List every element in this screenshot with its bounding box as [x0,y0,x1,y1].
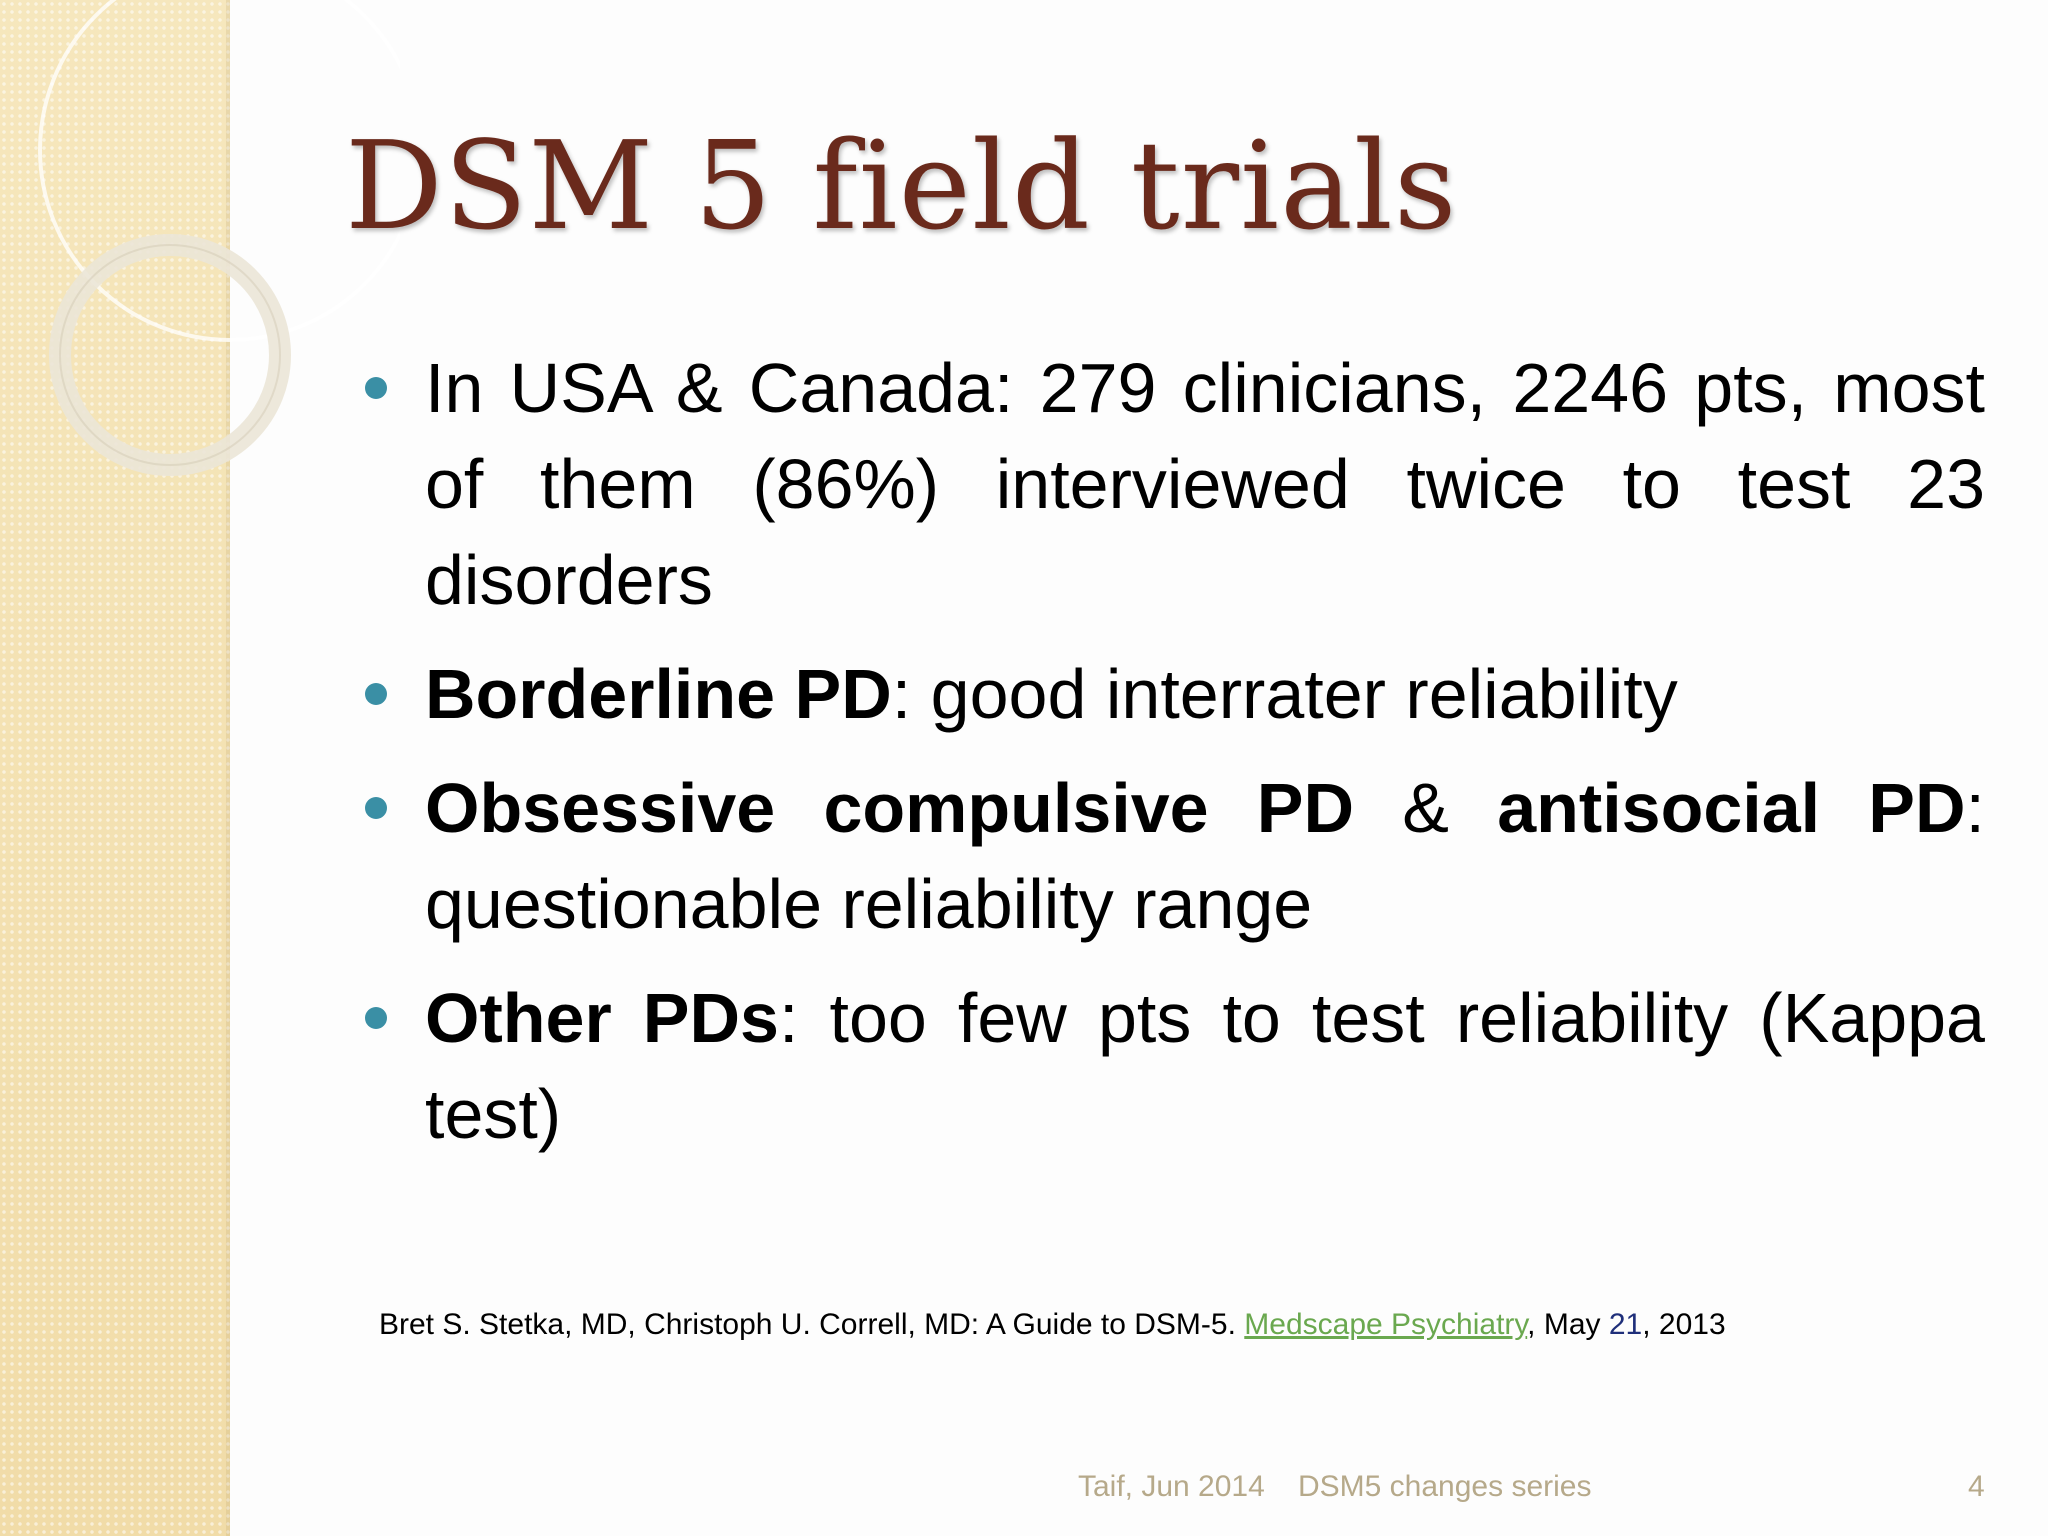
slide-number: 4 [1968,1470,1985,1503]
footer-date: Taif, Jun 2014 [1078,1470,1265,1503]
bullet-text: In USA & Canada: 279 clinicians, 2246 pt… [425,349,1985,619]
bullet-list: In USA & Canada: 279 clinicians, 2246 pt… [365,340,1985,1180]
bullet-dot-icon [365,683,387,705]
bullet-item: Borderline PD: good interrater reliabili… [365,646,1985,742]
bullet-item: Other PDs: too few pts to test reliabili… [365,970,1985,1162]
bullet-dot-icon [365,797,387,819]
bullet-item: In USA & Canada: 279 clinicians, 2246 pt… [365,340,1985,628]
slide-title: DSM 5 field trials [345,115,1458,257]
bullet-bold-term: Borderline PD [425,655,892,733]
bullet-dot-icon [365,377,387,399]
reference-year: , 2013 [1642,1308,1726,1341]
reference-link[interactable]: Medscape Psychiatry [1244,1308,1528,1341]
bullet-bold-term: Other PDs [425,979,779,1057]
bullet-connector: & [1354,769,1498,847]
reference-citation: Bret S. Stetka, MD, Christoph U. Correll… [379,1308,1726,1342]
bullet-text: : too few pts to test reliability (Kappa… [425,979,1985,1153]
bullet-item: Obsessive compulsive PD & antisocial PD:… [365,760,1985,952]
reference-date-prefix: , May [1527,1308,1609,1341]
bullet-text: : questionable reliability range [425,769,1985,943]
decorative-sidebar [0,0,230,1536]
bullet-text: : good interrater reliability [891,655,1678,733]
bullet-dot-icon [365,1007,387,1029]
bullet-bold-term: antisocial PD [1497,769,1966,847]
bullet-bold-term: Obsessive compulsive PD [425,769,1355,847]
reference-authors: Bret S. Stetka, MD, Christoph U. Correll… [379,1308,1236,1341]
sidebar-edge [226,0,230,1536]
reference-day: 21 [1608,1308,1643,1341]
footer-series: DSM5 changes series [1298,1470,1592,1503]
